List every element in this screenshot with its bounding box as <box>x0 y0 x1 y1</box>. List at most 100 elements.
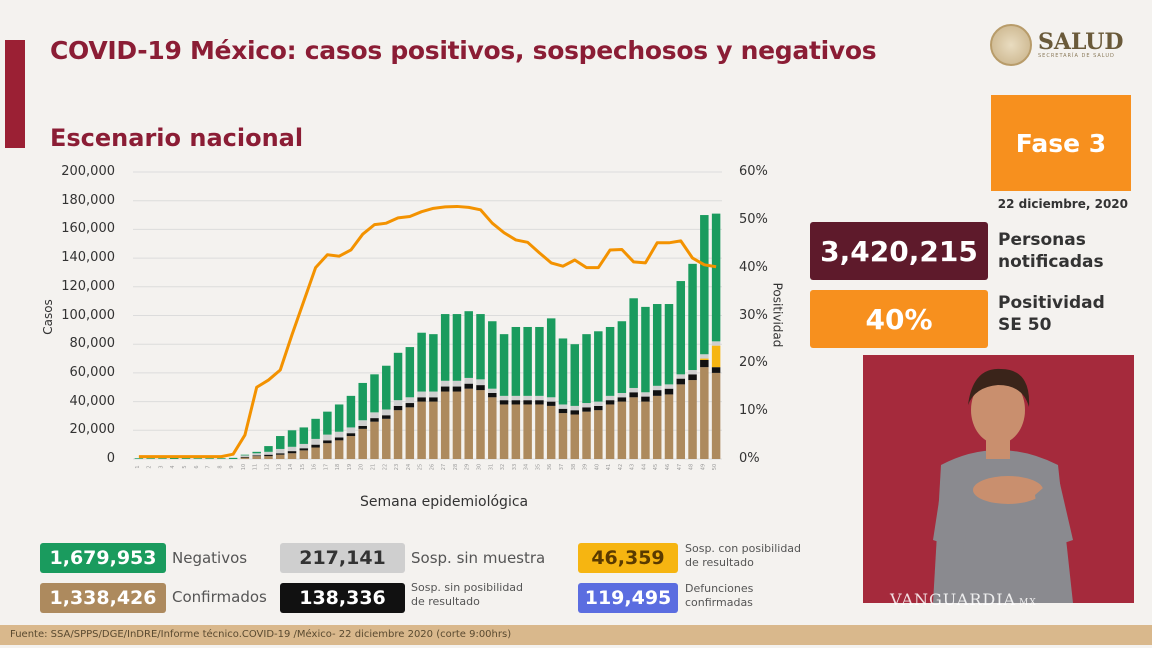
legend-deaths-value: 119,495 <box>578 583 678 613</box>
x-tick-label: 46 <box>665 464 671 470</box>
notified-value: 3,420,215 <box>810 222 988 280</box>
x-tick-label: 35 <box>535 464 541 470</box>
bar-confirmados-week-21 <box>370 421 379 459</box>
x-tick-label: 29 <box>465 464 471 470</box>
bar-confirmados-week-39 <box>582 411 591 459</box>
bar-confirmados-week-41 <box>605 404 615 459</box>
bar-sosp-sin-muestra-week-17 <box>323 434 332 441</box>
x-tick-label: 42 <box>618 464 624 470</box>
bar-confirmados-week-24 <box>405 407 415 459</box>
bar-confirmados-week-15 <box>299 450 309 459</box>
bar-confirmados-week-14 <box>287 453 297 459</box>
bar-confirmados-week-11 <box>252 456 261 459</box>
y-tick-label: 40,000 <box>69 393 116 409</box>
legend-negatives-value: 1,679,953 <box>40 543 166 573</box>
bar-sosp-sin-posibilidad-de-resultado-week-48 <box>688 374 697 381</box>
bar-confirmados-week-18 <box>334 440 344 459</box>
bar-sosp-sin-muestra-week-36 <box>546 397 556 402</box>
bar-sosp-sin-posibilidad-de-resultado-week-15 <box>299 448 309 451</box>
bar-negativos-week-18 <box>334 404 344 432</box>
bar-negativos-week-11 <box>252 451 261 454</box>
x-tick-label: 44 <box>641 464 647 470</box>
bar-confirmados-week-26 <box>429 401 438 459</box>
bar-negativos-week-7 <box>205 458 214 459</box>
x-tick-label: 14 <box>288 464 294 470</box>
positivity-label-line2: SE 50 <box>998 315 1052 335</box>
bar-sosp-sin-muestra-week-10 <box>240 455 250 457</box>
accent-bar <box>5 40 25 148</box>
bar-sosp-sin-posibilidad-de-resultado-week-38 <box>570 410 579 415</box>
legend-confirmed-value: 1,338,426 <box>40 583 166 613</box>
x-tick-label: 13 <box>276 464 282 470</box>
bar-sosp-sin-muestra-week-47 <box>676 374 686 379</box>
bar-confirmados-week-31 <box>488 397 497 459</box>
bar-sosp-sin-posibilidad-de-resultado-week-27 <box>440 386 450 392</box>
notified-label: Personas notificadas <box>998 229 1104 273</box>
bar-negativos-week-47 <box>676 281 686 375</box>
bar-sosp-sin-muestra-week-28 <box>452 380 462 387</box>
bar-confirmados-week-12 <box>264 456 273 459</box>
bar-negativos-week-40 <box>594 331 603 402</box>
watermark-suffix: MX <box>1019 598 1037 608</box>
y-tick-label: 80,000 <box>69 336 116 352</box>
bar-sosp-sin-posibilidad-de-resultado-week-13 <box>276 453 285 455</box>
legend-possible-result-label: Sosp. con posibilidad de resultado <box>685 542 801 570</box>
bar-negativos-week-30 <box>476 314 485 380</box>
bar-sosp-sin-posibilidad-de-resultado-week-50 <box>711 367 721 373</box>
bar-confirmados-week-25 <box>417 401 426 459</box>
legend-label-line2: confirmadas <box>685 596 753 609</box>
bar-sosp-sin-muestra-week-16 <box>311 438 320 445</box>
bar-confirmados-week-35 <box>535 404 544 459</box>
y-tick-label: 160,000 <box>61 221 115 237</box>
bar-negativos-week-50 <box>711 213 721 342</box>
bar-negativos-week-37 <box>558 338 568 405</box>
positivity-line <box>138 204 717 459</box>
bar-negativos-week-5 <box>181 458 191 459</box>
bar-negativos-week-33 <box>511 326 521 396</box>
bar-confirmados-week-22 <box>382 418 391 459</box>
bar-sosp-sin-muestra-week-46 <box>664 384 674 389</box>
x-tick-label: 34 <box>524 464 530 470</box>
bar-negativos-week-28 <box>452 314 462 381</box>
x-tick-label: 26 <box>429 464 435 470</box>
bar-sosp-sin-posibilidad-de-resultado-week-28 <box>452 386 462 392</box>
x-tick-label: 20 <box>359 464 365 470</box>
x-tick-label: 48 <box>689 464 695 470</box>
bar-confirmados-week-42 <box>617 401 627 459</box>
bar-sosp-sin-posibilidad-de-resultado-week-18 <box>334 437 344 441</box>
x-tick-label: 39 <box>583 464 589 470</box>
x-tick-label: 2 <box>147 465 153 468</box>
bar-confirmados-week-44 <box>641 401 650 459</box>
bar-negativos-week-42 <box>617 321 627 393</box>
bar-sosp-sin-muestra-week-48 <box>688 370 697 375</box>
x-tick-label: 37 <box>559 464 565 470</box>
bar-negativos-week-17 <box>323 411 332 435</box>
bar-sosp-sin-muestra-week-41 <box>605 395 615 401</box>
x-tick-label: 31 <box>488 464 494 470</box>
x-tick-label: 8 <box>217 465 223 468</box>
bar-sosp-sin-muestra-week-40 <box>594 401 603 406</box>
x-tick-label: 19 <box>347 464 353 470</box>
bar-negativos-week-38 <box>570 344 579 406</box>
x-tick-label: 21 <box>370 464 376 470</box>
bar-sosp-sin-posibilidad-de-resultado-week-11 <box>252 455 261 457</box>
bar-sosp-sin-posibilidad-de-resultado-week-22 <box>382 415 391 419</box>
bar-sosp-sin-muestra-week-30 <box>476 379 485 386</box>
bar-sosp-sin-posibilidad-de-resultado-week-16 <box>311 444 320 448</box>
bar-confirmados-week-38 <box>570 414 579 459</box>
bar-sosp-sin-posibilidad-de-resultado-week-29 <box>464 383 473 389</box>
notified-label-line2: notificadas <box>998 252 1104 272</box>
bar-confirmados-week-45 <box>652 395 662 459</box>
bar-confirmados-week-27 <box>440 391 450 459</box>
bar-confirmados-week-37 <box>558 413 568 459</box>
x-tick-label: 3 <box>158 465 164 468</box>
legend-no-sample-label: Sosp. sin muestra <box>411 549 546 567</box>
bar-negativos-week-35 <box>535 326 544 396</box>
bar-sosp-sin-posibilidad-de-resultado-week-41 <box>605 400 615 405</box>
watermark: VANGUARDIA MX <box>890 590 1037 609</box>
x-axis-label: Semana epidemiológica <box>360 494 529 510</box>
x-tick-label: 23 <box>394 464 400 470</box>
page-title: COVID-19 México: casos positivos, sospec… <box>50 36 877 65</box>
legend-negatives-label: Negativos <box>172 549 248 567</box>
x-tick-label: 30 <box>477 464 483 470</box>
